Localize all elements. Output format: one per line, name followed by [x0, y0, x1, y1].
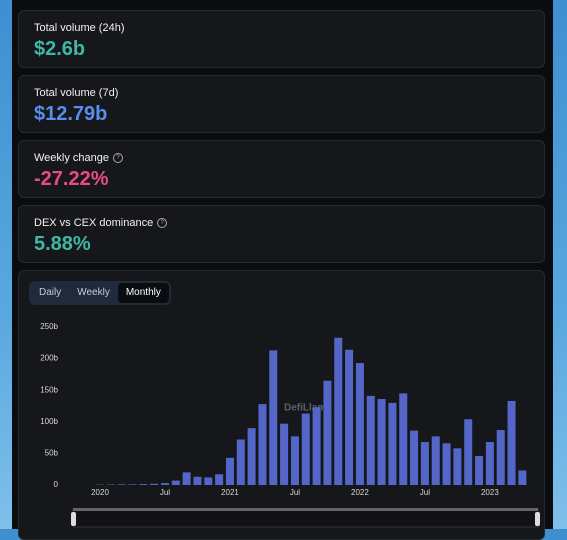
bar	[183, 472, 191, 485]
y-tick-label: 200b	[40, 354, 58, 363]
bar	[453, 448, 461, 485]
bar	[302, 414, 310, 485]
bar	[172, 481, 180, 485]
bar	[313, 407, 321, 485]
y-tick-label: 250b	[40, 322, 58, 331]
bar	[432, 436, 440, 485]
bar	[291, 436, 299, 485]
bar	[464, 419, 472, 485]
bar	[128, 484, 136, 485]
bar	[248, 428, 256, 485]
bar	[410, 431, 418, 485]
bar	[258, 404, 266, 485]
bar	[150, 484, 158, 485]
y-tick-label: 150b	[40, 385, 58, 394]
bar	[204, 477, 212, 485]
bar	[518, 470, 526, 485]
y-tick-label: 0	[54, 480, 59, 489]
bar	[215, 474, 223, 485]
bar	[475, 456, 483, 485]
bar	[161, 483, 169, 485]
bar	[226, 458, 234, 485]
bar	[334, 338, 342, 485]
range-handle[interactable]	[535, 512, 540, 526]
bar	[388, 403, 396, 485]
bar	[139, 484, 147, 485]
bar	[269, 350, 277, 485]
y-tick-label: 50b	[45, 449, 59, 458]
bar	[378, 399, 386, 485]
range-handle[interactable]	[71, 512, 76, 526]
y-tick-label: 100b	[40, 417, 58, 426]
x-tick-label: 2023	[481, 488, 499, 497]
bar	[486, 442, 494, 485]
x-tick-label: Jul	[160, 488, 170, 497]
bar	[421, 442, 429, 485]
bar	[280, 424, 288, 485]
bar	[367, 396, 375, 485]
bar	[323, 381, 331, 485]
x-tick-label: Jul	[420, 488, 430, 497]
bar	[356, 363, 364, 485]
range-track	[73, 508, 538, 511]
range-slider[interactable]	[73, 509, 538, 527]
x-tick-label: 2022	[351, 488, 369, 497]
bar	[497, 430, 505, 485]
bar	[443, 443, 451, 485]
x-tick-label: 2021	[221, 488, 239, 497]
bar	[345, 350, 353, 485]
x-tick-label: 2020	[91, 488, 109, 497]
page: {"cards": [ {"label": "Total volume (24h…	[0, 0, 567, 529]
bar	[399, 393, 407, 485]
bar	[193, 477, 201, 485]
x-tick-label: Jul	[290, 488, 300, 497]
bar	[508, 401, 516, 485]
bar	[237, 439, 245, 485]
bar	[118, 484, 126, 485]
